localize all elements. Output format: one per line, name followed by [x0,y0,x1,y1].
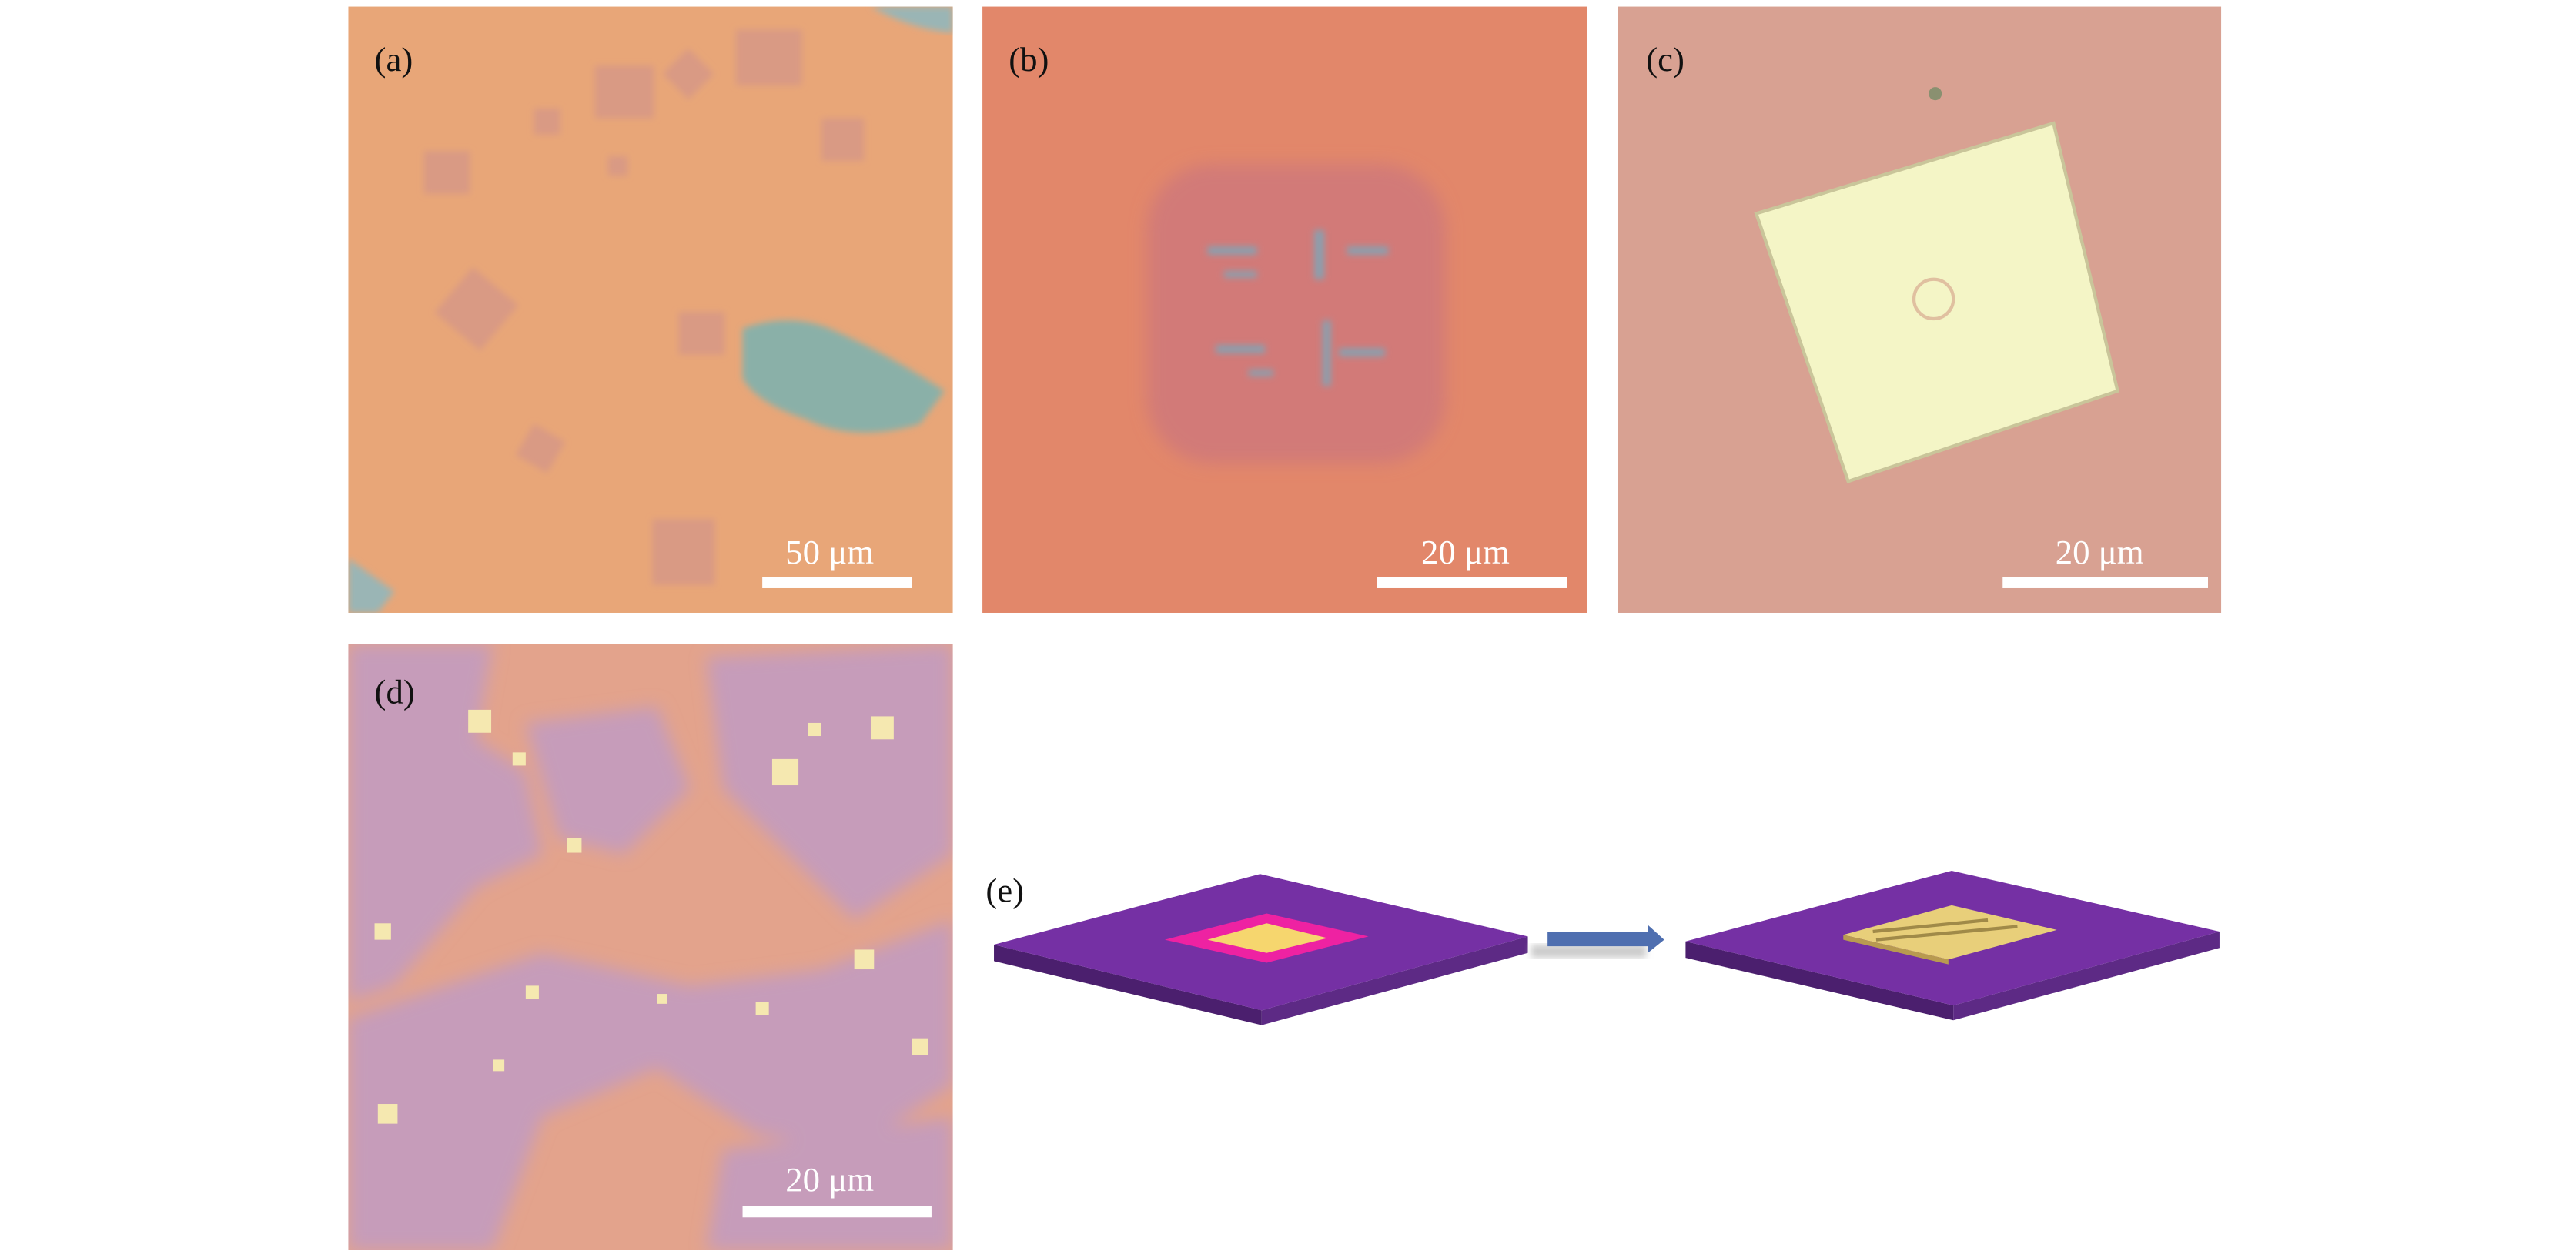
panel-label: (a) [375,40,413,79]
panel-c [1618,6,2222,613]
schematic-before [994,874,1528,1025]
panel-label: (c) [1646,40,1684,79]
scale-bar [742,1206,932,1218]
panel-a [348,6,953,613]
panel-label: (e) [985,872,1024,910]
panel-label: (b) [1009,40,1049,79]
scale-bar-label: 50 μm [785,533,874,571]
scale-bar-label: 20 μm [785,1160,874,1199]
panel-d [348,644,953,1250]
arrow [1531,925,1664,959]
scale-bar-label: 20 μm [1421,533,1510,571]
scale-bar [2002,577,2208,588]
scale-bar [762,577,912,588]
schematic-after [1685,871,2220,1021]
panel-b [982,6,1587,613]
panel-label: (d) [375,672,415,711]
scale-bar [1377,577,1567,588]
scale-bar-label: 20 μm [2056,533,2144,571]
